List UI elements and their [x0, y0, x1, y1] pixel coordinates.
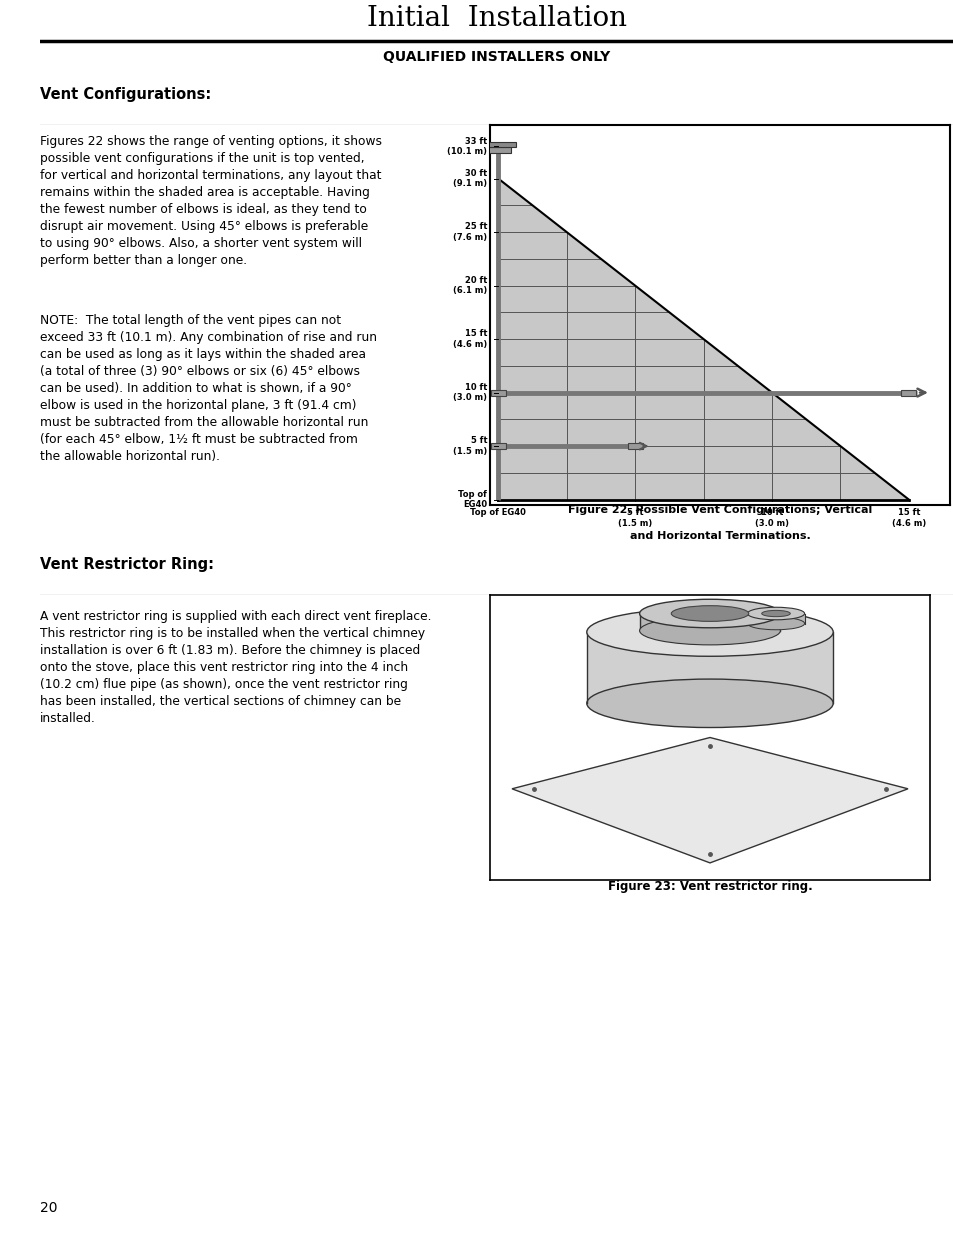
Polygon shape — [639, 614, 780, 631]
Text: Vent Configurations:: Vent Configurations: — [40, 86, 211, 103]
Ellipse shape — [746, 618, 803, 630]
Bar — [480, 142, 516, 147]
Ellipse shape — [639, 616, 780, 645]
Text: 10 ft
(3.0 m): 10 ft (3.0 m) — [754, 509, 788, 527]
Text: A vent restrictor ring is supplied with each direct vent fireplace.
This restric: A vent restrictor ring is supplied with … — [40, 610, 431, 725]
Bar — [490, 443, 505, 450]
Text: Figure 22. Possible Vent Configurations; Vertical: Figure 22. Possible Vent Configurations;… — [567, 505, 871, 515]
Text: 15 ft
(4.6 m): 15 ft (4.6 m) — [453, 330, 487, 348]
Ellipse shape — [671, 605, 748, 621]
Text: and Horizontal Terminations.: and Horizontal Terminations. — [629, 531, 809, 541]
Ellipse shape — [586, 608, 832, 656]
Text: 20: 20 — [40, 1200, 57, 1214]
Ellipse shape — [760, 610, 789, 616]
Ellipse shape — [746, 608, 803, 620]
Polygon shape — [497, 179, 908, 500]
Text: Initial  Installation: Initial Installation — [367, 5, 626, 32]
Text: QUALIFIED INSTALLERS ONLY: QUALIFIED INSTALLERS ONLY — [383, 49, 610, 64]
Text: NOTE:  The total length of the vent pipes can not
exceed 33 ft (10.1 m). Any com: NOTE: The total length of the vent pipes… — [40, 314, 376, 463]
Polygon shape — [586, 632, 832, 703]
Polygon shape — [746, 614, 803, 624]
Text: 10 ft
(3.0 m): 10 ft (3.0 m) — [453, 383, 487, 403]
Text: 33 ft
(10.1 m): 33 ft (10.1 m) — [447, 137, 487, 156]
Bar — [490, 390, 505, 395]
Text: 5 ft
(1.5 m): 5 ft (1.5 m) — [453, 436, 487, 456]
Bar — [485, 147, 510, 153]
Polygon shape — [512, 737, 907, 863]
Bar — [627, 443, 642, 450]
Text: 5 ft
(1.5 m): 5 ft (1.5 m) — [618, 509, 652, 527]
Ellipse shape — [586, 679, 832, 727]
Text: Top of EG40: Top of EG40 — [470, 509, 526, 517]
Ellipse shape — [639, 599, 780, 627]
Text: 30 ft
(9.1 m): 30 ft (9.1 m) — [453, 169, 487, 188]
Text: Figures 22 shows the range of venting options, it shows
possible vent configurat: Figures 22 shows the range of venting op… — [40, 135, 381, 267]
Text: Vent Restrictor Ring:: Vent Restrictor Ring: — [40, 557, 213, 572]
Text: Figure 23: Vent restrictor ring.: Figure 23: Vent restrictor ring. — [607, 881, 812, 893]
Text: 20 ft
(6.1 m): 20 ft (6.1 m) — [453, 275, 487, 295]
Text: 15 ft
(4.6 m): 15 ft (4.6 m) — [891, 509, 925, 527]
Text: 25 ft
(7.6 m): 25 ft (7.6 m) — [453, 222, 487, 242]
Text: Top of
EG40: Top of EG40 — [457, 490, 487, 509]
Bar — [901, 390, 916, 395]
